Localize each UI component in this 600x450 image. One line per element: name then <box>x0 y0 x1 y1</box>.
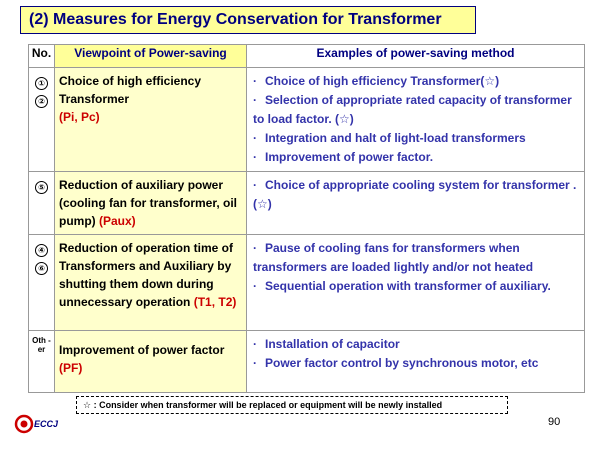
page-number: 90 <box>548 416 561 428</box>
viewpoint-symbol: (T1, T2) <box>193 295 237 309</box>
row-number: ⑤ <box>28 171 55 235</box>
list-item: · Integration and halt of light-load tran… <box>253 131 526 145</box>
slide-title: (2) Measures for Energy Conservation for… <box>20 6 476 34</box>
viewpoint-text: Improvement of power factor <box>59 343 225 357</box>
table-header-row: No. Viewpoint of Power-saving Examples o… <box>28 44 585 68</box>
list-item: · Pause of cooling fans for transformers … <box>253 241 534 274</box>
viewpoint-cell: Choice of high efficiency Transformer (P… <box>54 67 247 172</box>
eccj-logo <box>14 414 34 434</box>
measures-table: No. Viewpoint of Power-saving Examples o… <box>28 44 585 393</box>
list-item: · Installation of capacitor <box>253 337 400 351</box>
examples-cell: · Pause of cooling fans for transformers … <box>246 234 585 331</box>
list-item: · Power factor control by synchronous mot… <box>253 356 539 370</box>
viewpoint-cell: Reduction of auxiliary power (cooling fa… <box>54 171 247 235</box>
viewpoint-text: Reduction of auxiliary power (cooling fa… <box>59 178 238 228</box>
viewpoint-text: Choice of high efficiency Transformer <box>59 74 202 106</box>
table-row: ⑤ Reduction of auxiliary power (cooling … <box>28 171 585 235</box>
header-no: No. <box>28 44 55 68</box>
header-examples: Examples of power-saving method <box>246 44 585 68</box>
circled-number: ① <box>35 77 48 90</box>
circled-number: ⑤ <box>35 181 48 194</box>
circled-number: ⑥ <box>35 262 48 275</box>
viewpoint-symbol: (Pi, Pc) <box>59 110 100 124</box>
footnote: ☆ : Consider when transformer will be re… <box>76 396 508 414</box>
list-item: · Choice of high efficiency Transformer(☆… <box>253 74 500 88</box>
list-item: · Choice of appropriate cooling system fo… <box>253 178 577 211</box>
viewpoint-symbol: (Paux) <box>99 214 136 228</box>
viewpoint-symbol: (PF) <box>59 361 83 375</box>
list-item: · Selection of appropriate rated capacity… <box>253 93 572 126</box>
header-viewpoint: Viewpoint of Power-saving <box>54 44 247 68</box>
row-number: Oth -er <box>28 330 55 393</box>
viewpoint-cell: Reduction of operation time of Transform… <box>54 234 247 331</box>
table-row: Oth -er Improvement of power factor (PF)… <box>28 330 585 393</box>
table-row: ④ ⑥ Reduction of operation time of Trans… <box>28 234 585 331</box>
examples-cell: · Choice of appropriate cooling system fo… <box>246 171 585 235</box>
examples-cell: · Choice of high efficiency Transformer(☆… <box>246 67 585 172</box>
examples-cell: · Installation of capacitor · Power factor… <box>246 330 585 393</box>
table-row: ① ② Choice of high efficiency Transforme… <box>28 67 585 172</box>
viewpoint-text: Reduction of operation time of Transform… <box>59 241 233 309</box>
list-item: · Sequential operation with transformer o… <box>253 279 551 293</box>
list-item: · Improvement of power factor. <box>253 150 434 164</box>
circled-number: ② <box>35 95 48 108</box>
circled-number: ④ <box>35 244 48 257</box>
logo-text: ECCJ <box>34 419 59 429</box>
viewpoint-cell: Improvement of power factor (PF) <box>54 330 247 393</box>
row-number: ① ② <box>28 67 55 172</box>
row-number: ④ ⑥ <box>28 234 55 331</box>
